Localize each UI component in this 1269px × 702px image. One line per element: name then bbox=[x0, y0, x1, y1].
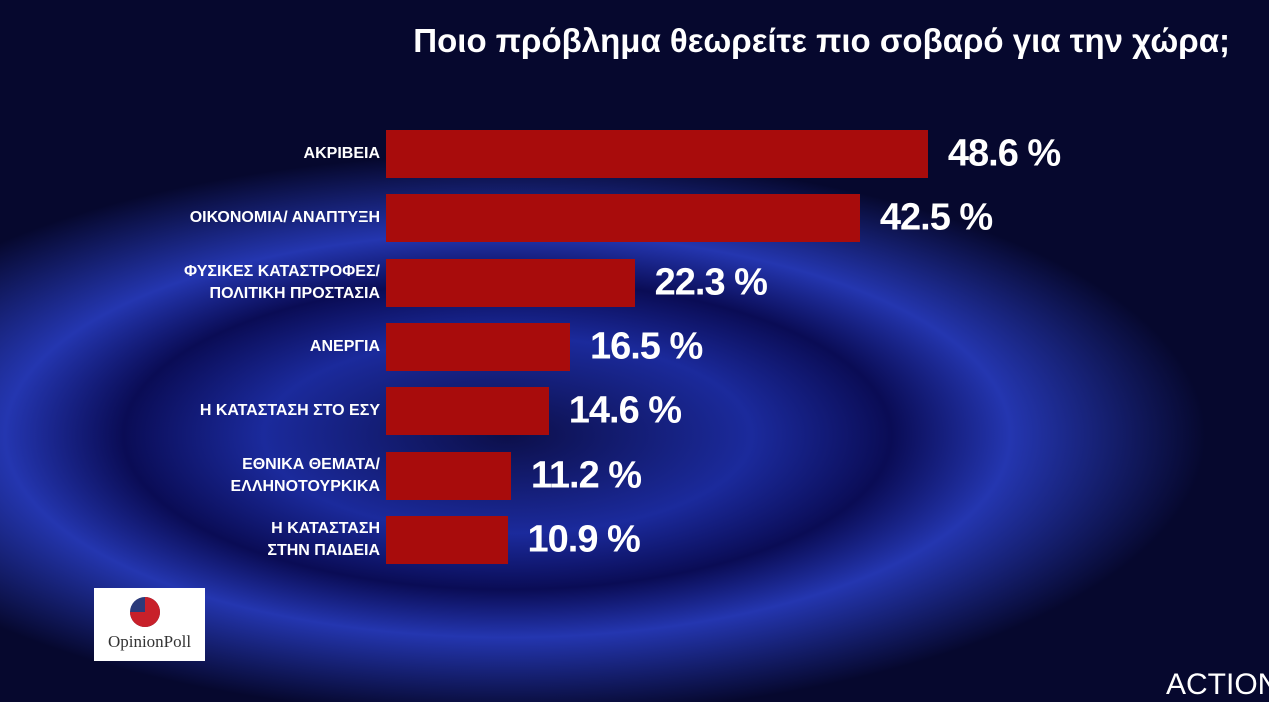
category-label: Η ΚΑΤΑΣΤΑΣΗ ΣΤΗΝ ΠΑΙΔΕΙΑ bbox=[267, 519, 380, 559]
bar bbox=[386, 451, 511, 500]
chart-title: Ποιο πρόβλημα θεωρείτε πιο σοβαρό για τη… bbox=[413, 22, 1230, 59]
bar bbox=[386, 258, 635, 307]
value-label: 42.5 % bbox=[879, 196, 993, 239]
bar bbox=[386, 194, 860, 243]
watermark: ACTION bbox=[1166, 668, 1269, 701]
value-label: 11.2 % bbox=[530, 454, 642, 496]
category-label: ΟΙΚΟΝΟΜΙΑ/ ΑΝΑΠΤΥΞΗ bbox=[189, 209, 380, 227]
bar bbox=[386, 322, 570, 371]
logo: OpinionPoll bbox=[94, 588, 205, 661]
logo-icon bbox=[130, 597, 160, 627]
category-label: ΑΝΕΡΓΙΑ bbox=[309, 337, 380, 355]
category-label: ΦΥΣΙΚΕΣ ΚΑΤΑΣΤΡΟΦΕΣ/ ΠΟΛΙΤΙΚΗ ΠΡΟΣΤΑΣΙΑ bbox=[184, 262, 380, 302]
value-label: 22.3 % bbox=[654, 261, 768, 304]
value-label: 16.5 % bbox=[589, 325, 703, 368]
value-label: 10.9 % bbox=[527, 518, 641, 561]
bar bbox=[386, 387, 549, 436]
logo-text: OpinionPoll bbox=[107, 632, 192, 651]
bar bbox=[386, 515, 508, 564]
category-label: ΕΘΝΙΚΑ ΘΕΜΑΤΑ/ ΕΛΛΗΝΟΤΟΥΡΚΙΚΑ bbox=[230, 455, 380, 495]
value-label: 48.6 % bbox=[947, 132, 1061, 175]
bar bbox=[386, 130, 928, 178]
value-label: 14.6 % bbox=[568, 389, 682, 432]
category-label: ΑΚΡΙΒΕΙΑ bbox=[303, 145, 380, 162]
category-label: Η ΚΑΤΑΣΤΑΣΗ ΣΤΟ ΕΣΥ bbox=[199, 402, 380, 420]
